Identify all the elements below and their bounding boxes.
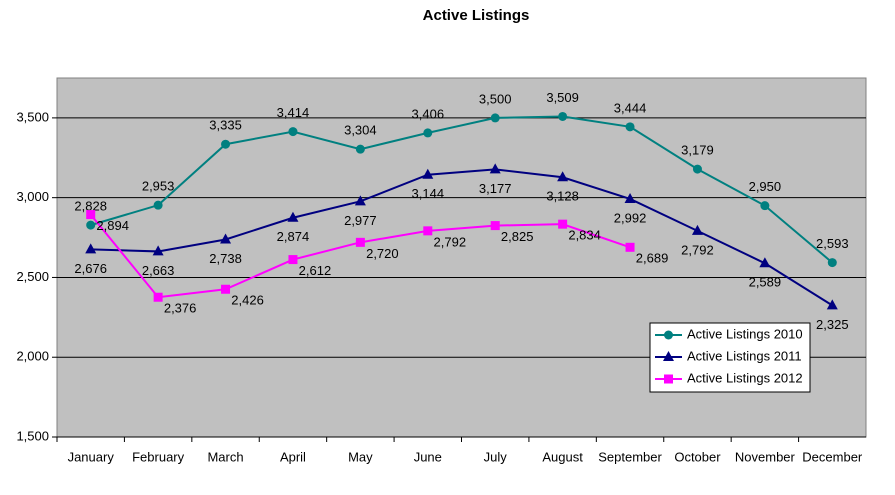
data-label: 3,414 — [277, 105, 310, 120]
point-marker — [490, 113, 500, 123]
data-label: 2,663 — [142, 263, 175, 278]
point-marker — [221, 139, 231, 149]
x-tick-label: December — [802, 449, 863, 464]
point-marker — [152, 245, 164, 256]
x-tick-label: August — [542, 449, 583, 464]
point-marker — [558, 111, 568, 121]
point-marker — [624, 192, 636, 203]
point-marker — [625, 242, 635, 252]
data-label: 2,426 — [231, 293, 264, 308]
data-label: 2,950 — [749, 179, 782, 194]
x-tick-label: September — [598, 449, 662, 464]
data-label: 2,589 — [749, 275, 782, 290]
data-label: 2,612 — [299, 263, 332, 278]
legend-label: Active Listings 2010 — [687, 326, 803, 341]
legend-marker — [663, 351, 674, 361]
legend-marker — [664, 374, 673, 384]
x-tick-label: February — [132, 449, 185, 464]
point-marker — [422, 168, 434, 179]
data-label: 2,689 — [636, 251, 669, 266]
data-label: 3,444 — [614, 100, 647, 115]
x-tick-label: November — [735, 449, 796, 464]
point-marker — [153, 200, 163, 210]
legend-label: Active Listings 2011 — [687, 348, 802, 363]
point-marker — [86, 210, 96, 220]
y-tick-label: 2,000 — [16, 349, 49, 364]
y-tick-label: 1,500 — [16, 428, 49, 443]
data-label: 2,738 — [209, 251, 242, 266]
point-marker — [692, 164, 702, 174]
x-tick-label: January — [68, 449, 115, 464]
x-tick-label: October — [674, 449, 721, 464]
data-label: 2,894 — [96, 218, 129, 233]
series-line — [90, 115, 833, 264]
point-marker — [827, 258, 837, 268]
data-label: 3,179 — [681, 143, 714, 158]
data-label: 2,376 — [164, 301, 197, 316]
data-label: 3,144 — [412, 186, 445, 201]
data-label: 2,825 — [501, 229, 534, 244]
x-tick-label: July — [484, 449, 508, 464]
y-tick-label: 3,500 — [16, 109, 49, 124]
point-marker — [355, 237, 365, 247]
point-marker — [287, 211, 299, 222]
point-marker — [86, 220, 96, 230]
data-label: 3,128 — [546, 189, 579, 204]
legend-label: Active Listings 2012 — [687, 370, 803, 385]
data-label: 3,177 — [479, 181, 512, 196]
x-tick-label: May — [348, 449, 373, 464]
data-label: 2,792 — [434, 234, 467, 249]
point-marker — [85, 243, 97, 254]
data-label: 3,335 — [209, 118, 242, 133]
point-marker — [354, 195, 366, 206]
chart-title: Active Listings — [423, 7, 530, 24]
data-label: 2,977 — [344, 213, 377, 228]
series-line — [90, 168, 833, 307]
point-marker — [557, 171, 569, 182]
point-marker — [490, 221, 500, 231]
data-label: 2,874 — [277, 229, 310, 244]
point-marker — [355, 144, 365, 154]
data-label: 3,304 — [344, 123, 377, 138]
data-label: 2,953 — [142, 179, 175, 194]
x-tick-label: April — [280, 449, 306, 464]
point-marker — [691, 224, 703, 235]
point-marker — [489, 163, 501, 174]
point-marker — [826, 299, 838, 310]
point-marker — [423, 128, 433, 138]
data-label: 2,792 — [681, 242, 714, 257]
data-label: 2,720 — [366, 246, 399, 261]
data-label: 2,828 — [74, 199, 107, 214]
x-tick-label: June — [414, 449, 442, 464]
point-marker — [288, 255, 298, 265]
data-label: 2,593 — [816, 236, 849, 251]
data-label: 3,500 — [479, 91, 512, 106]
data-label: 2,992 — [614, 210, 647, 225]
point-marker — [759, 257, 771, 268]
data-label: 2,325 — [816, 317, 849, 332]
data-label: 3,406 — [412, 106, 445, 121]
point-marker — [558, 219, 568, 229]
y-tick-label: 2,500 — [16, 269, 49, 284]
point-marker — [153, 292, 163, 302]
legend-marker — [664, 330, 673, 340]
point-marker — [423, 226, 433, 236]
data-label: 2,834 — [568, 228, 601, 243]
y-tick-label: 3,000 — [16, 189, 49, 204]
point-marker — [625, 122, 635, 132]
point-marker — [288, 127, 298, 137]
point-marker — [760, 201, 770, 211]
point-marker — [220, 233, 232, 244]
data-label: 3,509 — [546, 90, 579, 105]
data-label: 2,676 — [74, 261, 107, 276]
x-tick-label: March — [207, 449, 243, 464]
point-marker — [221, 284, 231, 294]
